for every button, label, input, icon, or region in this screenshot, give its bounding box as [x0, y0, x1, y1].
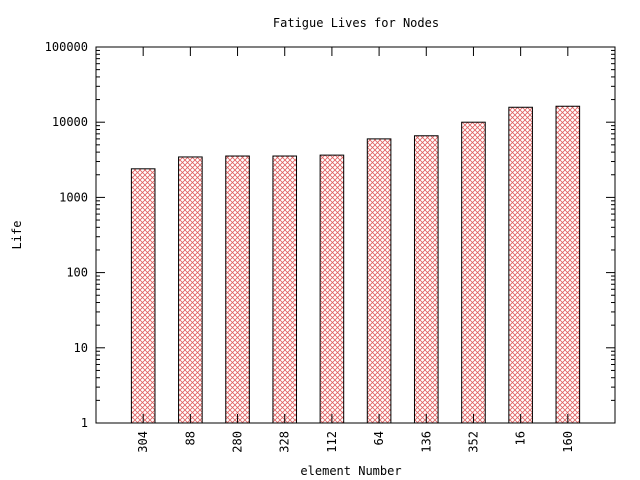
y-tick-label: 1 — [81, 416, 88, 430]
chart-title: Fatigue Lives for Nodes — [273, 16, 439, 30]
x-tick-label: 64 — [372, 431, 386, 445]
bar-160 — [555, 105, 581, 424]
y-tick-label: 1000 — [59, 190, 88, 204]
bar-64 — [366, 138, 392, 424]
x-tick-label: 136 — [419, 431, 433, 453]
x-ticks: 304 88 280 328 112 64 136 352 16 160 — [136, 47, 575, 453]
bars — [130, 105, 581, 424]
x-tick-label: 328 — [278, 431, 292, 453]
x-tick-label: 304 — [136, 431, 150, 453]
bar-280 — [225, 155, 250, 424]
bar-88 — [178, 156, 203, 424]
y-axis-label: Life — [10, 221, 24, 250]
bar-352 — [461, 121, 486, 424]
x-axis-label: element Number — [300, 464, 401, 478]
bar-112 — [319, 154, 345, 424]
y-tick-label: 10000 — [52, 115, 88, 129]
y-tick-label: 100 — [66, 266, 88, 280]
bar-304 — [130, 168, 156, 424]
bar-16 — [508, 106, 533, 424]
y-tick-label: 10 — [74, 341, 88, 355]
x-tick-label: 112 — [325, 431, 339, 453]
x-tick-label: 160 — [561, 431, 575, 453]
bar-136 — [413, 135, 439, 424]
y-ticks: 1 10 100 1000 10000 100000 — [45, 40, 615, 430]
x-tick-label: 352 — [466, 431, 480, 453]
bar-328 — [272, 155, 298, 424]
x-tick-label: 88 — [183, 431, 197, 445]
x-tick-label: 16 — [514, 431, 528, 445]
plot-frame — [95, 46, 616, 424]
x-tick-label: 280 — [231, 431, 245, 453]
y-tick-label: 100000 — [45, 40, 88, 54]
